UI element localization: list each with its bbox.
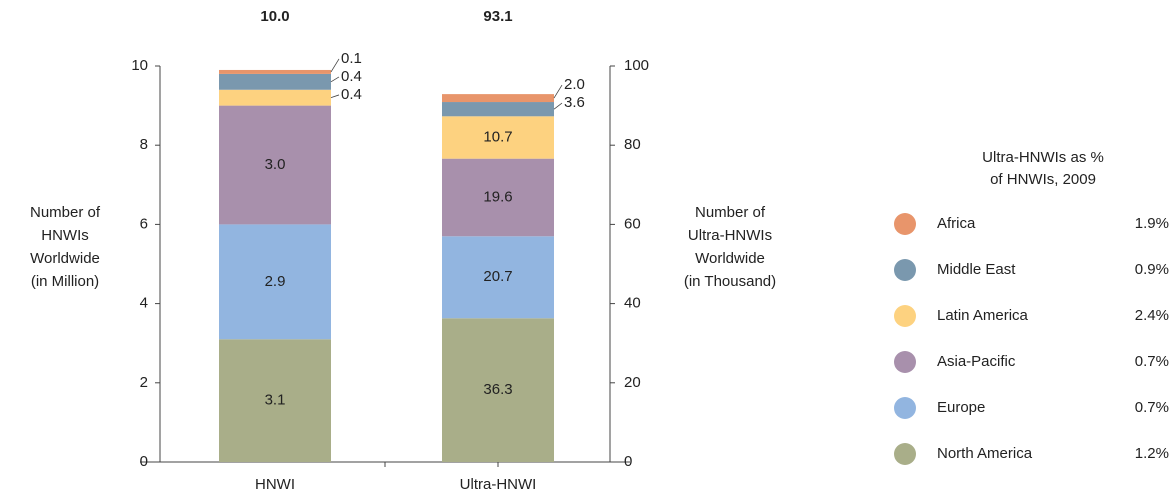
bar-segment [442, 102, 554, 117]
bar-segment [442, 318, 554, 462]
bar-segment [219, 224, 331, 340]
y-tick-label: 10 [131, 57, 148, 74]
leader-line [330, 76, 340, 83]
bar-segment [442, 236, 554, 319]
value-label: 20.7 [483, 268, 512, 285]
y2-tick-label: 100 [624, 57, 649, 74]
legend-share: 0.9% [1135, 261, 1169, 278]
y-tick-label: 0 [140, 453, 148, 470]
bar-segment [219, 69, 331, 74]
legend-swatch [894, 443, 916, 465]
legend-share: 2.4% [1135, 307, 1169, 324]
legend-share: 1.9% [1135, 215, 1169, 232]
y2-axis-label: Number of [695, 204, 766, 221]
y2-tick-label: 80 [624, 136, 641, 153]
y2-axis-label: Ultra-HNWIs [688, 227, 772, 244]
x-tick-label: Ultra-HNWI [460, 476, 537, 493]
y2-tick-label: 0 [624, 453, 632, 470]
legend-label: Europe [937, 399, 985, 416]
y-tick-label: 2 [140, 374, 148, 391]
value-label: 2.0 [564, 76, 585, 93]
bar-segment [219, 73, 331, 90]
value-label: 3.1 [265, 392, 286, 409]
legend-swatch [894, 351, 916, 373]
total-label: 93.1 [483, 8, 512, 25]
value-label: 10.7 [483, 128, 512, 145]
value-label: 2.9 [265, 273, 286, 290]
leader-line [553, 84, 563, 99]
legend-label: Asia-Pacific [937, 353, 1016, 370]
legend-share: 0.7% [1135, 353, 1169, 370]
y-tick-label: 6 [140, 215, 148, 232]
y-axis-label: Worldwide [30, 250, 100, 267]
total-label: 10.0 [260, 8, 289, 25]
legend-label: North America [937, 445, 1033, 462]
y2-axis-label: (in Thousand) [684, 273, 776, 290]
legend-label: Latin America [937, 307, 1029, 324]
legend-share: 1.2% [1135, 445, 1169, 462]
legend-swatch [894, 259, 916, 281]
x-tick-label: HNWI [255, 476, 295, 493]
bar-segment [219, 89, 331, 106]
legend-swatch [894, 305, 916, 327]
y-tick-label: 4 [140, 295, 148, 312]
bar-segment [219, 105, 331, 225]
bar-segment [442, 94, 554, 103]
legend-title: Ultra-HNWIs as % [982, 149, 1104, 166]
y2-tick-label: 20 [624, 374, 641, 391]
y-axis-label: Number of [30, 204, 101, 221]
y2-axis-label: Worldwide [695, 250, 765, 267]
bar-segment [442, 116, 554, 159]
value-label: 3.6 [564, 94, 585, 111]
value-label: 0.4 [341, 68, 362, 85]
legend-label: Middle East [937, 261, 1016, 278]
bar-segment [219, 339, 331, 462]
y2-tick-label: 40 [624, 295, 641, 312]
value-label: 0.4 [341, 86, 362, 103]
y-tick-label: 8 [140, 136, 148, 153]
y-axis-label: (in Million) [31, 273, 99, 290]
leader-line [330, 58, 340, 73]
leader-line [330, 94, 340, 99]
legend-title: of HNWIs, 2009 [990, 171, 1096, 188]
legend-swatch [894, 397, 916, 419]
value-label: 36.3 [483, 381, 512, 398]
value-label: 3.0 [265, 156, 286, 173]
bar-segment [442, 158, 554, 237]
y-axis-label: HNWIs [41, 227, 89, 244]
value-label: 0.1 [341, 50, 362, 67]
value-label: 19.6 [483, 188, 512, 205]
legend-swatch [894, 213, 916, 235]
legend-label: Africa [937, 215, 976, 232]
legend-share: 0.7% [1135, 399, 1169, 416]
leader-line [553, 102, 563, 110]
y2-tick-label: 60 [624, 215, 641, 232]
